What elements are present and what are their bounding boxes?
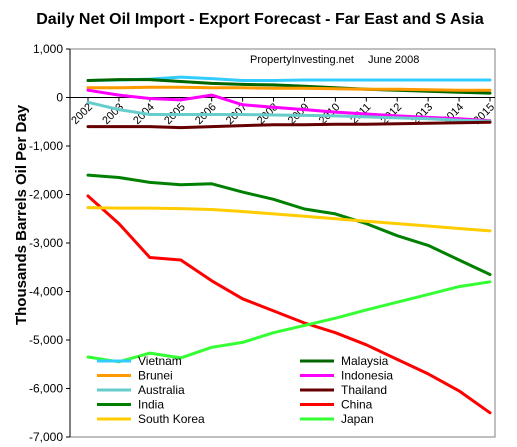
legend-label-brunei: Brunei — [138, 369, 173, 383]
y-tick-label: 1,000 — [33, 42, 63, 56]
y-tick-label: -6,000 — [29, 382, 63, 396]
x-tick-label: 2002 — [69, 101, 95, 127]
y-tick-label: -4,000 — [29, 285, 63, 299]
legend-label-india: India — [138, 398, 164, 412]
date-annotation: June 2008 — [368, 54, 419, 66]
chart-title: Daily Net Oil Import - Export Forecast -… — [36, 11, 484, 28]
legend-label-malaysia: Malaysia — [341, 354, 389, 368]
y-tick-label: -3,000 — [29, 236, 63, 250]
legend-label-china: China — [341, 398, 373, 412]
legend: Vietnam Malaysia Brunei Indonesia Australia T… — [97, 354, 393, 426]
series-lines — [86, 75, 492, 415]
source-annotation: PropertyInvesting.net — [250, 54, 354, 66]
legend-label-australia: Australia — [138, 383, 185, 397]
series-line-thailand — [86, 120, 492, 130]
y-tick-label: -7,000 — [29, 430, 63, 444]
legend-label-thailand: Thailand — [341, 383, 387, 397]
legend-label-vietnam: Vietnam — [138, 354, 182, 368]
y-tick-label: -2,000 — [29, 188, 63, 202]
series-line-australia — [86, 100, 492, 123]
y-tick-label: -1,000 — [29, 139, 63, 153]
series-line-south-korea — [86, 206, 492, 233]
series-line-japan — [86, 280, 492, 364]
legend-label-south-korea: South Korea — [138, 412, 205, 426]
series-line-india — [86, 173, 492, 276]
legend-label-japan: Japan — [341, 412, 374, 426]
series-line-brunei — [86, 85, 492, 92]
series-line-china — [86, 194, 492, 415]
axes: 1,000 0 -1,000 -2,000 -3,000 -4,000 -5,000 -6,0… — [29, 42, 497, 444]
y-tick-label: -5,000 — [29, 333, 63, 347]
legend-label-indonesia: Indonesia — [341, 369, 393, 383]
y-tick-label: 0 — [56, 91, 63, 105]
y-axis-label: Thousands Barrels Oil Per Day — [13, 104, 30, 325]
